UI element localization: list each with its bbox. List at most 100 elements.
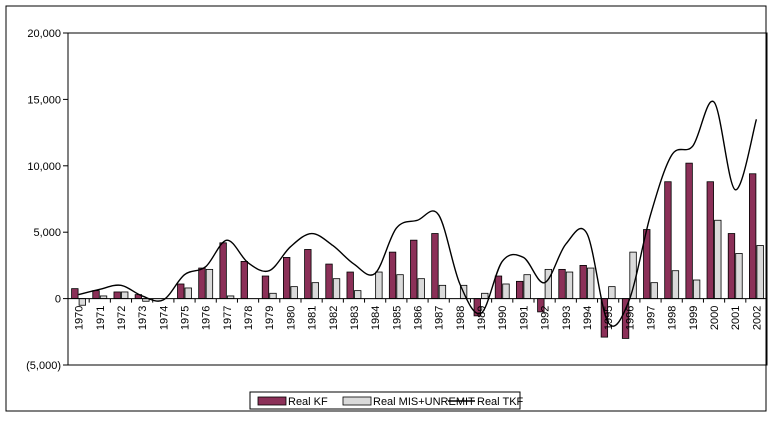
bar-real-mis-unremit xyxy=(756,245,764,299)
y-tick-label: (5,000) xyxy=(26,360,61,372)
x-tick-label: 1977 xyxy=(222,306,234,330)
legend-swatch-real-mis-unremit xyxy=(342,396,372,406)
bar-real-kf xyxy=(346,271,354,300)
bar-real-mis-unremit xyxy=(184,287,192,300)
bar-real-mis-unremit xyxy=(78,298,86,306)
bar-real-kf xyxy=(749,173,757,300)
bar-real-kf xyxy=(706,181,714,299)
x-tick-label: 1998 xyxy=(667,306,679,330)
x-tick-label: 2001 xyxy=(730,306,742,330)
x-tick-label: 1982 xyxy=(328,306,340,330)
x-tick-label: 1979 xyxy=(264,306,276,330)
bar-real-mis-unremit xyxy=(523,274,531,300)
bar-real-kf xyxy=(92,290,100,299)
bar-real-mis-unremit xyxy=(269,292,277,299)
bar-real-kf xyxy=(558,268,566,300)
bar-real-mis-unremit xyxy=(417,278,425,299)
x-tick-label: 1974 xyxy=(158,306,170,330)
x-tick-label: 1978 xyxy=(243,306,255,330)
bar-real-mis-unremit xyxy=(332,278,341,299)
bar-real-kf xyxy=(325,263,333,299)
y-tick-label: 10,000 xyxy=(27,161,61,173)
bar-real-mis-unremit xyxy=(121,291,129,299)
plot-area xyxy=(67,32,768,366)
x-tick-label: 1991 xyxy=(518,306,530,330)
y-tick-label: 15,000 xyxy=(27,94,61,106)
bar-real-mis-unremit xyxy=(671,270,680,300)
x-tick-label: 1989 xyxy=(476,306,488,330)
bar-real-kf xyxy=(198,267,206,300)
bar-real-mis-unremit xyxy=(714,219,722,299)
x-tick-label: 1990 xyxy=(497,306,509,330)
x-tick-label: 2002 xyxy=(751,306,763,330)
x-tick-label: 1986 xyxy=(413,306,425,330)
x-tick-label: 1981 xyxy=(307,306,319,330)
bar-real-mis-unremit xyxy=(735,253,743,299)
bar-real-kf xyxy=(727,233,736,299)
x-tick-label: 1972 xyxy=(116,306,128,330)
bar-real-mis-unremit xyxy=(481,292,489,299)
x-tick-label: 1997 xyxy=(646,306,658,330)
bar-real-mis-unremit xyxy=(650,282,658,300)
x-tick-label: 1999 xyxy=(688,306,700,330)
x-tick-label: 1996 xyxy=(624,306,636,330)
x-tick-label: 1995 xyxy=(603,306,615,330)
bar-real-mis-unremit xyxy=(608,286,616,300)
x-tick-label: 1984 xyxy=(370,306,382,330)
chart-frame xyxy=(5,5,767,412)
bar-real-mis-unremit xyxy=(438,284,447,300)
bar-real-kf xyxy=(410,239,418,299)
x-tick-label: 1994 xyxy=(582,306,594,330)
x-tick-label: 1985 xyxy=(391,306,403,330)
bar-real-kf xyxy=(113,291,121,299)
bar-real-mis-unremit xyxy=(629,251,637,299)
x-tick-label: 1983 xyxy=(349,306,361,330)
bar-real-kf xyxy=(71,288,79,300)
bar-real-mis-unremit xyxy=(311,282,319,300)
bar-real-mis-unremit xyxy=(396,274,404,300)
bar-real-mis-unremit xyxy=(290,286,298,300)
x-tick-label: 1992 xyxy=(540,306,552,330)
legend-box xyxy=(249,391,521,410)
y-tick-label: 5,000 xyxy=(33,227,61,239)
x-tick-label: 2000 xyxy=(709,306,721,330)
bar-real-kf xyxy=(664,181,672,299)
bar-real-kf xyxy=(240,261,248,299)
legend-label-real-kf: Real KF xyxy=(288,396,328,408)
bar-real-kf xyxy=(431,233,439,299)
x-tick-label: 1976 xyxy=(201,306,213,330)
x-tick-label: 1971 xyxy=(95,306,107,330)
x-tick-label: 1987 xyxy=(434,306,446,330)
y-axis: (5,000) 0 5,000 10,000 15,000 20,000 xyxy=(26,28,68,372)
x-tick-label: 1993 xyxy=(561,306,573,330)
y-tick-label: 20,000 xyxy=(27,28,61,40)
legend: Real KF Real MIS+UNREMIT Real TKF xyxy=(249,391,524,410)
bar-real-kf xyxy=(685,162,693,299)
bar-real-mis-unremit xyxy=(565,271,574,300)
bar-real-kf xyxy=(494,275,503,299)
bar-real-mis-unremit xyxy=(354,290,362,299)
x-tick-label: 1980 xyxy=(285,306,297,330)
bar-real-kf xyxy=(177,283,185,300)
y-tick-label: 0 xyxy=(55,294,61,306)
x-tick-label: 1975 xyxy=(180,306,192,330)
x-tick-label: 1988 xyxy=(455,306,467,330)
bar-real-kf xyxy=(304,249,312,300)
bar-real-kf xyxy=(388,251,397,299)
legend-label-real-tkf: Real TKF xyxy=(477,396,524,408)
line-real-tkf xyxy=(78,100,758,327)
x-axis: 1970 1971 1972 1973 1974 1975 1976 1977 1978 1979… xyxy=(67,298,768,330)
plot-border xyxy=(67,32,768,366)
bar-real-mis-unremit xyxy=(692,279,701,299)
bar-real-mis-unremit xyxy=(587,267,595,300)
bar-real-mis-unremit xyxy=(375,271,383,300)
legend-swatch-real-kf xyxy=(257,396,287,406)
legend-label-real-mis-unremit: Real MIS+UNREMIT xyxy=(373,396,475,408)
x-tick-label: 1973 xyxy=(137,306,149,330)
bar-real-kf xyxy=(261,275,270,299)
bar-real-kf xyxy=(579,264,587,299)
x-tick-label: 1970 xyxy=(74,306,86,330)
bar-real-kf xyxy=(516,280,524,299)
